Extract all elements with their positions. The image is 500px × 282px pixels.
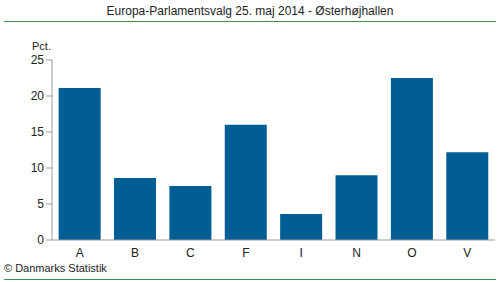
svg-text:B: B bbox=[131, 246, 139, 260]
svg-text:F: F bbox=[242, 246, 249, 260]
html-text:Europa-Parlamentsvalg 25. maj: Europa-Parlamentsvalg 25. maj 2014 - Øst… bbox=[106, 4, 394, 18]
svg-text:20: 20 bbox=[31, 89, 45, 103]
html-text:Pct.: Pct. bbox=[32, 40, 51, 52]
svg-text:C: C bbox=[186, 246, 195, 260]
svg-text:5: 5 bbox=[37, 197, 44, 211]
svg-text:0: 0 bbox=[37, 233, 44, 247]
svg-text:A: A bbox=[76, 246, 84, 260]
svg-text:N: N bbox=[352, 246, 361, 260]
svg-text:O: O bbox=[407, 246, 416, 260]
svg-text:15: 15 bbox=[31, 125, 45, 139]
html-text:© Danmarks Statistik: © Danmarks Statistik bbox=[4, 262, 107, 274]
svg-text:10: 10 bbox=[31, 161, 45, 175]
svg-text:V: V bbox=[463, 246, 471, 260]
svg-text:I: I bbox=[300, 246, 303, 260]
svg-text:25: 25 bbox=[31, 53, 45, 67]
